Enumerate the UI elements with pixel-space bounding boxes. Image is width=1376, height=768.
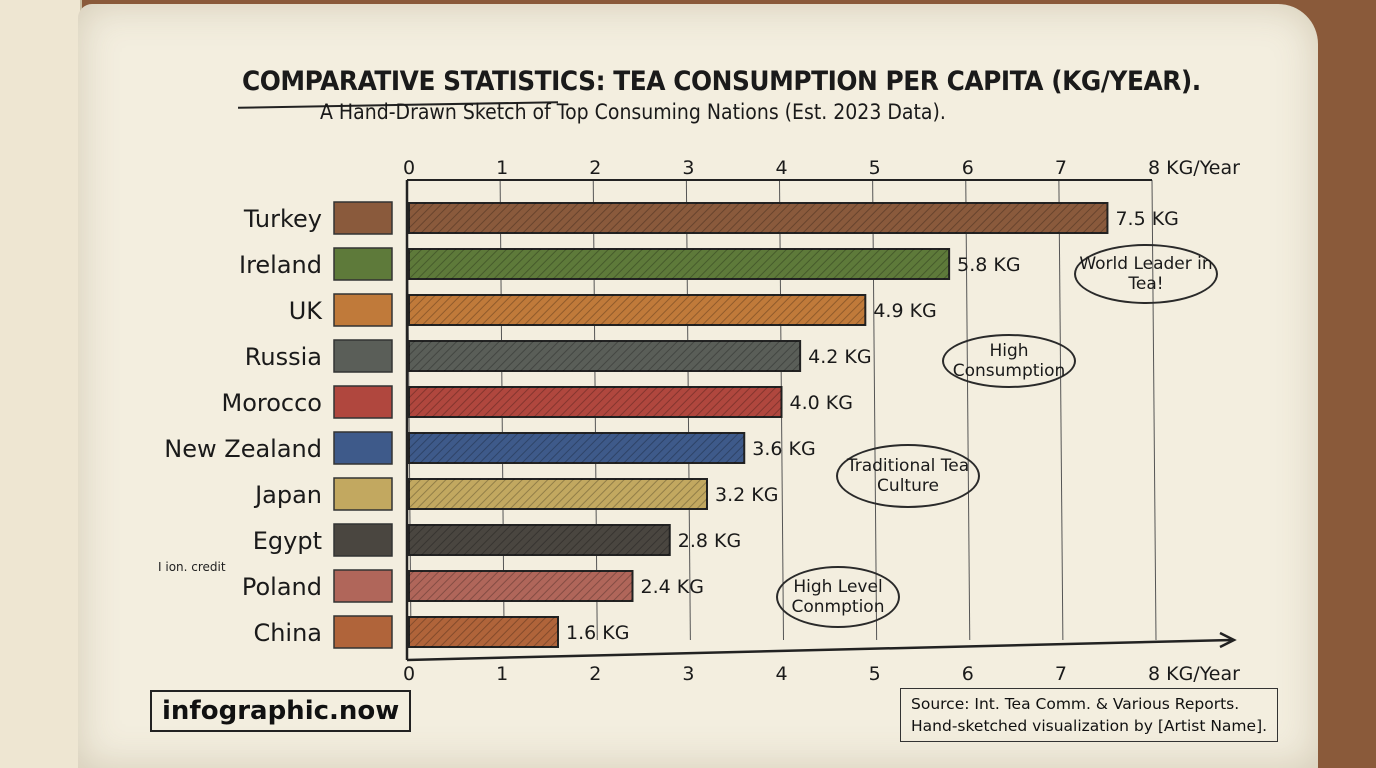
flag-icon bbox=[333, 201, 393, 235]
flag-icon bbox=[333, 339, 393, 373]
x-tick-label-top: 2 bbox=[589, 157, 601, 179]
annotation-world-leader: World Leader in Tea! bbox=[1074, 244, 1218, 304]
flag-icon bbox=[333, 615, 393, 649]
x-tick-label-bottom: 6 bbox=[962, 663, 974, 685]
chart-subtitle: A Hand-Drawn Sketch of Top Consuming Nat… bbox=[320, 100, 946, 124]
country-label: Poland bbox=[242, 573, 322, 601]
bar-value-label: 2.4 KG bbox=[641, 576, 704, 598]
country-label: Morocco bbox=[222, 389, 323, 417]
bar-hatching bbox=[409, 571, 633, 601]
x-tick-label-bottom: 2 bbox=[589, 663, 601, 685]
country-label: Egypt bbox=[253, 527, 322, 555]
bar-value-label: 5.8 KG bbox=[957, 254, 1020, 276]
country-label: UK bbox=[289, 297, 324, 325]
bar-value-label: 4.9 KG bbox=[873, 300, 936, 322]
bar-value-label: 2.8 KG bbox=[678, 530, 741, 552]
x-axis-arrow-icon bbox=[1219, 631, 1237, 649]
bar-hatching bbox=[409, 617, 558, 647]
flag-icon bbox=[333, 523, 393, 557]
credit-note: I ion. credit bbox=[158, 560, 226, 574]
flag-icon bbox=[333, 569, 393, 603]
x-tick-label-bottom: 3 bbox=[682, 663, 694, 685]
credit-line: Hand-sketched visualization by [Artist N… bbox=[911, 717, 1268, 735]
bar-hatching bbox=[409, 525, 670, 555]
flag-icon bbox=[333, 477, 393, 511]
x-tick-label-bottom: 7 bbox=[1055, 663, 1067, 685]
annotation-traditional: Traditional Tea Culture bbox=[836, 444, 980, 508]
bar-hatching bbox=[409, 295, 866, 325]
x-tick-label-bottom: 4 bbox=[776, 663, 788, 685]
x-tick-label-top: 0 bbox=[403, 157, 415, 179]
x-tick-label-top: 3 bbox=[682, 157, 694, 179]
country-label: Turkey bbox=[243, 205, 322, 233]
country-label: New Zealand bbox=[164, 435, 322, 463]
chart-title: COMPARATIVE STATISTICS: TEA CONSUMPTION … bbox=[242, 66, 1201, 97]
x-tick-label-top: 7 bbox=[1055, 157, 1067, 179]
bar-hatching bbox=[409, 341, 801, 371]
source-box: Source: Int. Tea Comm. & Various Reports… bbox=[900, 688, 1279, 742]
country-label: China bbox=[253, 619, 322, 647]
logo: infographic.now bbox=[150, 690, 412, 732]
bar-value-label: 7.5 KG bbox=[1115, 208, 1178, 230]
x-tick-label-bottom: 1 bbox=[496, 663, 508, 685]
x-tick-label-bottom: 5 bbox=[869, 663, 881, 685]
x-tick-label-bottom: 8 KG/Year bbox=[1148, 663, 1240, 685]
bar-hatching bbox=[409, 249, 950, 279]
x-tick-label-top: 5 bbox=[869, 157, 881, 179]
country-label: Russia bbox=[245, 343, 322, 371]
bar-value-label: 4.0 KG bbox=[790, 392, 853, 414]
bar-hatching bbox=[409, 387, 782, 417]
x-tick-label-top: 8 KG/Year bbox=[1148, 157, 1240, 179]
bar-value-label: 3.6 KG bbox=[752, 438, 815, 460]
country-label: Ireland bbox=[239, 251, 322, 279]
gridline bbox=[965, 179, 971, 641]
flag-icon bbox=[333, 385, 393, 419]
x-tick-label-top: 6 bbox=[962, 157, 974, 179]
flag-icon bbox=[333, 247, 393, 281]
x-axis bbox=[406, 638, 1233, 662]
bar-hatching bbox=[409, 433, 745, 463]
bar-value-label: 3.2 KG bbox=[715, 484, 778, 506]
bar-value-label: 4.2 KG bbox=[808, 346, 871, 368]
x-tick-label-bottom: 0 bbox=[403, 663, 415, 685]
annotation-high-consumption: High Consumption bbox=[942, 334, 1076, 388]
annotation-high-level: High Level Conmption bbox=[776, 566, 900, 628]
bar-hatching bbox=[409, 479, 707, 509]
x-tick-label-top: 4 bbox=[776, 157, 788, 179]
bar-value-label: 1.6 KG bbox=[566, 622, 629, 644]
flag-icon bbox=[333, 431, 393, 465]
gridline bbox=[1058, 179, 1064, 641]
source-line: Source: Int. Tea Comm. & Various Reports… bbox=[911, 695, 1240, 713]
x-tick-label-top: 1 bbox=[496, 157, 508, 179]
country-label: Japan bbox=[253, 481, 322, 509]
flag-icon bbox=[333, 293, 393, 327]
bar-hatching bbox=[409, 203, 1108, 233]
